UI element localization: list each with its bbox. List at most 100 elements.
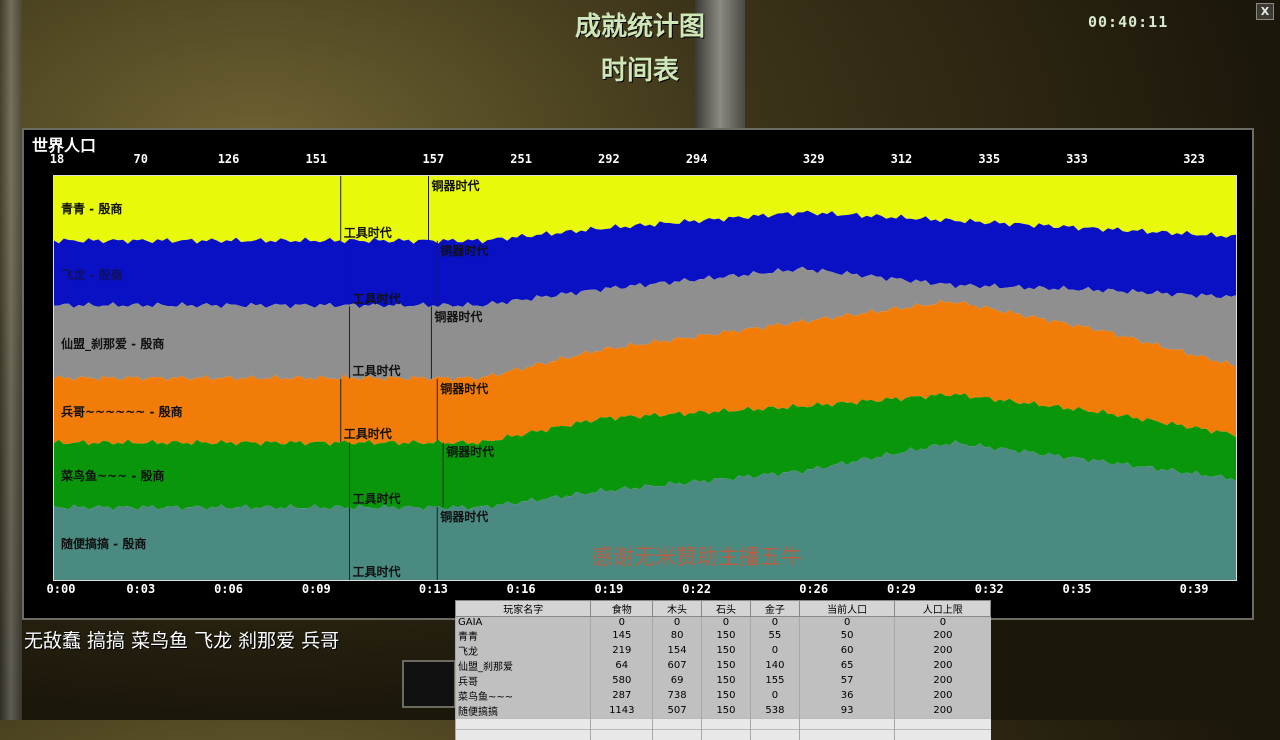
player-label: 青青 - 殷商 xyxy=(61,200,122,217)
empty-row xyxy=(456,719,991,730)
player-label: 随便搞搞 - 殷商 xyxy=(61,535,146,552)
empty-row xyxy=(456,730,991,740)
empty-cell xyxy=(750,719,799,730)
value-cell: 607 xyxy=(653,658,702,673)
player-name-cell: 兵哥 xyxy=(456,673,591,688)
value-cell: 69 xyxy=(653,673,702,688)
value-cell: 150 xyxy=(702,628,751,643)
empty-cell xyxy=(591,730,653,740)
player-label: 飞龙 - 殷商 xyxy=(61,266,122,283)
value-cell: 287 xyxy=(591,688,653,703)
tool-age-label: 工具时代 xyxy=(353,490,401,507)
tool-age-label: 工具时代 xyxy=(353,362,401,379)
value-cell: 0 xyxy=(895,617,991,629)
time-tick-label: 0:13 xyxy=(419,582,448,596)
value-cell: 200 xyxy=(895,673,991,688)
time-tick-label: 0:03 xyxy=(126,582,155,596)
time-tick-label: 0:32 xyxy=(975,582,1004,596)
population-tick-label: 18 xyxy=(50,152,64,166)
empty-cell xyxy=(895,730,991,740)
bronze-age-label: 铜器时代 xyxy=(440,508,488,525)
value-cell: 0 xyxy=(591,617,653,629)
game-clock: 00:40:11 xyxy=(1088,13,1168,31)
bronze-age-label: 铜器时代 xyxy=(440,242,488,259)
player-label: 菜鸟鱼~~~ - 殷商 xyxy=(61,467,165,484)
value-cell: 0 xyxy=(750,643,799,658)
value-cell: 150 xyxy=(702,643,751,658)
chat-overlay-text: 无敌蠢 搞搞 菜鸟鱼 飞龙 刹那爱 兵哥 xyxy=(24,626,339,653)
value-cell: 0 xyxy=(702,617,751,629)
value-cell: 150 xyxy=(702,658,751,673)
population-tick-label: 312 xyxy=(891,152,913,166)
time-tick-label: 0:09 xyxy=(302,582,331,596)
value-cell: 1143 xyxy=(591,703,653,719)
population-tick-label: 70 xyxy=(134,152,148,166)
value-cell: 200 xyxy=(895,688,991,703)
value-cell: 150 xyxy=(702,673,751,688)
player-name-cell: 菜鸟鱼~~~ xyxy=(456,688,591,703)
value-cell: 65 xyxy=(799,658,895,673)
value-cell: 93 xyxy=(799,703,895,719)
value-cell: 200 xyxy=(895,643,991,658)
value-cell: 200 xyxy=(895,628,991,643)
value-cell: 219 xyxy=(591,643,653,658)
value-cell: 154 xyxy=(653,643,702,658)
value-cell: 50 xyxy=(799,628,895,643)
population-tick-label: 126 xyxy=(218,152,240,166)
empty-cell xyxy=(456,719,591,730)
value-cell: 507 xyxy=(653,703,702,719)
side-button[interactable] xyxy=(402,660,456,708)
value-cell: 0 xyxy=(750,688,799,703)
player-name-cell: 仙盟_刹那爱 xyxy=(456,658,591,673)
tool-age-label: 工具时代 xyxy=(344,224,392,241)
player-name-cell: 随便搞搞 xyxy=(456,703,591,719)
value-cell: 150 xyxy=(702,703,751,719)
value-cell: 145 xyxy=(591,628,653,643)
value-cell: 155 xyxy=(750,673,799,688)
population-tick-label: 157 xyxy=(423,152,445,166)
time-tick-label: 0:19 xyxy=(594,582,623,596)
bronze-age-label: 铜器时代 xyxy=(431,177,479,194)
column-header: 玩家名字 xyxy=(456,601,591,617)
empty-cell xyxy=(653,730,702,740)
population-tick-label: 323 xyxy=(1183,152,1205,166)
value-cell: 36 xyxy=(799,688,895,703)
population-tick-label: 151 xyxy=(305,152,327,166)
value-cell: 0 xyxy=(799,617,895,629)
tool-age-label: 工具时代 xyxy=(353,290,401,307)
tool-age-label: 工具时代 xyxy=(344,425,392,442)
time-tick-label: 0:39 xyxy=(1180,582,1209,596)
column-header: 当前人口 xyxy=(799,601,895,617)
column-header: 石头 xyxy=(702,601,751,617)
timeline-svg xyxy=(54,176,1236,580)
empty-cell xyxy=(799,719,895,730)
population-tick-label: 292 xyxy=(598,152,620,166)
page-subtitle: 时间表 xyxy=(0,50,1280,87)
value-cell: 80 xyxy=(653,628,702,643)
time-tick-label: 0:22 xyxy=(682,582,711,596)
population-tick-label: 333 xyxy=(1066,152,1088,166)
value-cell: 200 xyxy=(895,658,991,673)
value-cell: 64 xyxy=(591,658,653,673)
time-tick-label: 0:06 xyxy=(214,582,243,596)
player-name-cell: 青青 xyxy=(456,628,591,643)
value-cell: 0 xyxy=(653,617,702,629)
value-cell: 580 xyxy=(591,673,653,688)
close-button[interactable]: X xyxy=(1256,3,1274,20)
player-label: 仙盟_刹那爱 - 殷商 xyxy=(61,335,164,352)
empty-cell xyxy=(750,730,799,740)
column-header: 金子 xyxy=(750,601,799,617)
population-tick-label: 294 xyxy=(686,152,708,166)
value-cell: 0 xyxy=(750,617,799,629)
player-name-cell: 飞龙 xyxy=(456,643,591,658)
value-cell: 60 xyxy=(799,643,895,658)
population-tick-label: 251 xyxy=(510,152,532,166)
empty-cell xyxy=(591,719,653,730)
time-tick-label: 0:26 xyxy=(799,582,828,596)
